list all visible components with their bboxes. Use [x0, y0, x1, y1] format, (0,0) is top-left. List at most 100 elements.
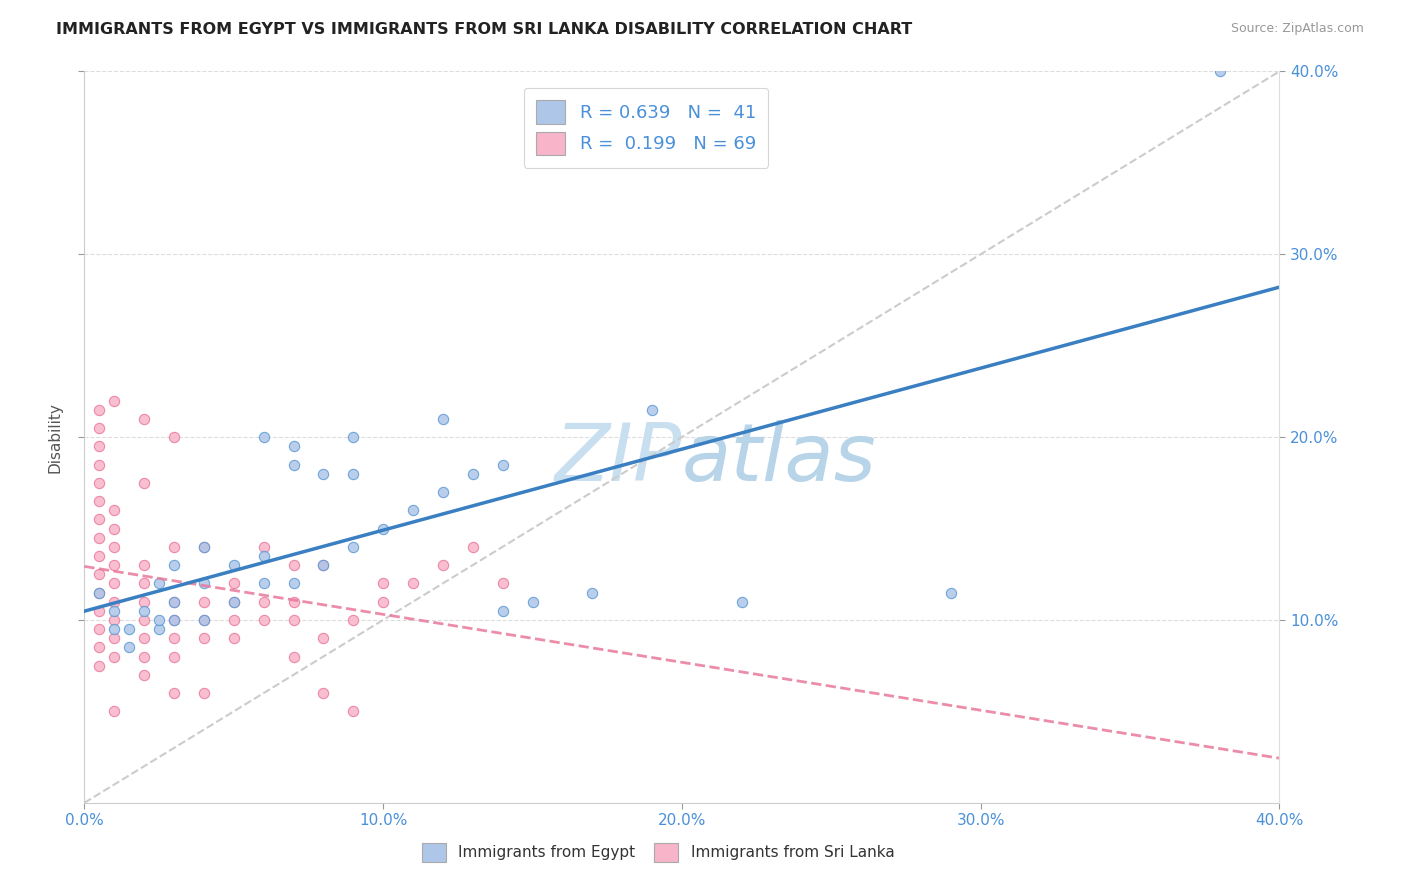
Point [283, 576, 305, 591]
Point [193, 613, 215, 627]
Point [373, 576, 395, 591]
Point [1209, 64, 1232, 78]
Point [253, 549, 276, 563]
Point [103, 594, 125, 608]
Text: IMMIGRANTS FROM EGYPT VS IMMIGRANTS FROM SRI LANKA DISABILITY CORRELATION CHART: IMMIGRANTS FROM EGYPT VS IMMIGRANTS FROM… [56, 22, 912, 37]
Point [103, 604, 125, 618]
Point [581, 585, 603, 599]
Point [89, 494, 111, 508]
Point [342, 705, 364, 719]
Point [193, 540, 215, 554]
Point [342, 430, 364, 444]
Point [193, 686, 215, 700]
Point [132, 649, 156, 664]
Point [89, 585, 111, 599]
Point [163, 540, 186, 554]
Point [312, 467, 335, 481]
Text: ZIP: ZIP [554, 420, 682, 498]
Point [461, 467, 484, 481]
Point [432, 485, 454, 500]
Point [132, 576, 156, 591]
Point [253, 613, 276, 627]
Point [103, 503, 125, 517]
Point [163, 430, 186, 444]
Point [103, 632, 125, 646]
Point [193, 613, 215, 627]
Point [492, 458, 515, 472]
Point [283, 613, 305, 627]
Point [163, 613, 186, 627]
Point [163, 632, 186, 646]
Point [312, 686, 335, 700]
Point [222, 558, 245, 573]
Point [253, 594, 276, 608]
Point [132, 667, 156, 681]
Point [193, 632, 215, 646]
Point [193, 594, 215, 608]
Point [283, 649, 305, 664]
Point [253, 430, 276, 444]
Point [492, 576, 515, 591]
Legend: Immigrants from Egypt, Immigrants from Sri Lanka: Immigrants from Egypt, Immigrants from S… [416, 837, 900, 868]
Point [641, 402, 664, 417]
Point [283, 558, 305, 573]
Point [342, 540, 364, 554]
Point [103, 622, 125, 636]
Point [118, 622, 141, 636]
Point [89, 658, 111, 673]
Point [89, 585, 111, 599]
Point [312, 632, 335, 646]
Point [163, 613, 186, 627]
Point [132, 613, 156, 627]
Point [103, 576, 125, 591]
Point [89, 402, 111, 417]
Point [193, 576, 215, 591]
Point [222, 576, 245, 591]
Point [132, 475, 156, 490]
Point [312, 558, 335, 573]
Point [89, 604, 111, 618]
Point [253, 540, 276, 554]
Point [118, 640, 141, 655]
Point [148, 622, 170, 636]
Point [163, 686, 186, 700]
Point [163, 594, 186, 608]
Point [89, 549, 111, 563]
Point [193, 540, 215, 554]
Point [89, 531, 111, 545]
Point [402, 576, 425, 591]
Point [283, 439, 305, 453]
Point [148, 576, 170, 591]
Point [432, 558, 454, 573]
Point [132, 632, 156, 646]
Point [222, 594, 245, 608]
Point [312, 558, 335, 573]
Point [432, 412, 454, 426]
Point [103, 540, 125, 554]
Point [89, 567, 111, 582]
Point [103, 521, 125, 535]
Point [132, 412, 156, 426]
Point [222, 594, 245, 608]
Point [89, 512, 111, 526]
Point [89, 640, 111, 655]
Point [103, 705, 125, 719]
Point [148, 613, 170, 627]
Point [283, 458, 305, 472]
Point [89, 439, 111, 453]
Point [253, 576, 276, 591]
Point [342, 613, 364, 627]
Point [103, 649, 125, 664]
Point [342, 467, 364, 481]
Point [89, 622, 111, 636]
Point [132, 604, 156, 618]
Point [163, 649, 186, 664]
Point [939, 585, 962, 599]
Point [89, 421, 111, 435]
Text: Source: ZipAtlas.com: Source: ZipAtlas.com [1230, 22, 1364, 36]
Point [103, 558, 125, 573]
Point [522, 594, 544, 608]
Point [103, 393, 125, 408]
Point [132, 594, 156, 608]
Point [89, 458, 111, 472]
